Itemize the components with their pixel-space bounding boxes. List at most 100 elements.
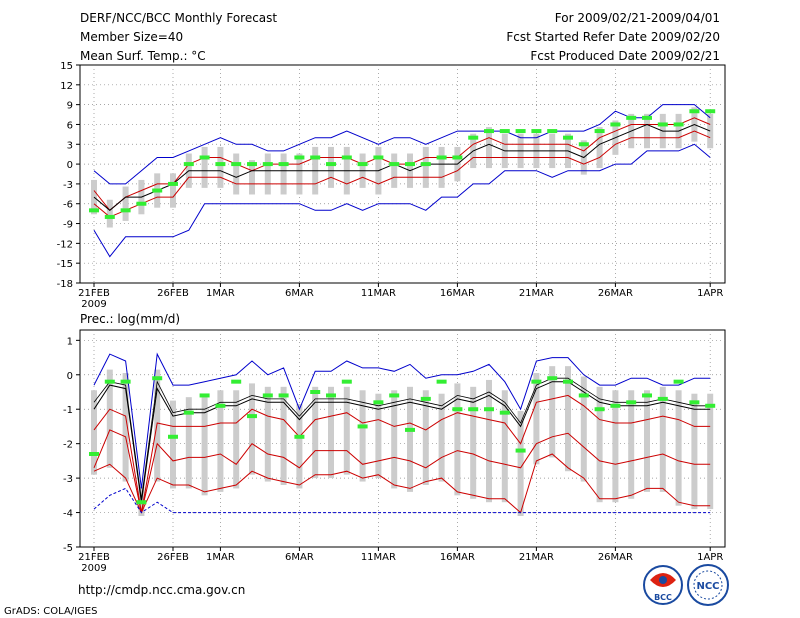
observed-marker — [515, 448, 526, 453]
observed-marker — [373, 155, 384, 160]
spread-box — [596, 386, 603, 503]
spread-box — [612, 390, 619, 503]
observed-marker — [215, 403, 226, 408]
observed-marker — [452, 407, 463, 412]
y-tick-label: 1 — [67, 336, 73, 347]
observed-marker — [436, 379, 447, 384]
spread-box — [122, 186, 129, 221]
observed-marker — [278, 393, 289, 398]
spread-box — [264, 153, 271, 195]
observed-marker — [499, 410, 510, 415]
observed-marker — [578, 142, 589, 147]
observed-marker — [183, 410, 194, 415]
y-tick-label: 0 — [67, 371, 73, 382]
observed-marker — [389, 393, 400, 398]
y-tick-label: -6 — [63, 200, 73, 211]
observed-marker — [420, 396, 431, 401]
observed-marker — [89, 208, 99, 213]
spread-box — [359, 390, 366, 482]
observed-marker — [563, 135, 573, 140]
y-tick-label: -1 — [63, 405, 73, 416]
observed-marker — [405, 162, 415, 167]
spread-box — [375, 393, 382, 479]
spread-box — [249, 383, 255, 475]
spread-box — [249, 160, 255, 195]
spread-box — [486, 127, 492, 169]
x-tick-label: 11MAR — [361, 552, 396, 563]
x-tick-label: 21FEB — [78, 552, 110, 563]
observed-marker — [310, 390, 321, 394]
series-line-spread_hi — [93, 394, 711, 513]
series-line-mean — [93, 123, 711, 211]
observed-marker — [689, 400, 700, 405]
spread-box — [217, 390, 224, 492]
bcc-logo-text: BCC — [654, 593, 672, 602]
spread-box — [470, 386, 477, 499]
x-tick-label: 11MAR — [361, 288, 396, 299]
spread-box — [628, 390, 635, 499]
spread-box — [201, 397, 208, 496]
y-tick-label: 6 — [67, 120, 73, 131]
grads-credit: GrADS: COLA/IGES — [4, 606, 98, 617]
plot-frame — [79, 64, 726, 284]
x-tick-label: 26MAR — [598, 552, 633, 563]
spread-box — [296, 404, 303, 489]
spread-box — [454, 383, 461, 496]
observed-marker — [610, 122, 621, 127]
y-tick-label: 0 — [67, 160, 73, 171]
x-tick-label: 26FEB — [157, 288, 189, 299]
observed-marker — [357, 424, 368, 429]
observed-marker — [499, 129, 510, 134]
spread-box — [659, 386, 666, 492]
observed-marker — [468, 407, 479, 412]
year-label: 2009 — [81, 563, 106, 574]
spread-box — [185, 397, 192, 489]
observed-marker — [199, 393, 210, 398]
series-line-upper — [93, 117, 711, 212]
y-tick-label: -12 — [57, 239, 73, 250]
observed-marker — [89, 452, 99, 456]
observed-marker — [183, 162, 194, 167]
y-tick-label: -9 — [63, 220, 73, 231]
spread-box — [91, 390, 97, 475]
x-tick-label: 26FEB — [157, 552, 189, 563]
y-tick-label: -15 — [57, 259, 73, 270]
spread-box — [280, 153, 287, 195]
y-tick-label: 12 — [60, 81, 73, 92]
member-size: Member Size=40 — [80, 30, 183, 44]
started-refer-date: Fcst Started Refer Date 2009/02/20 — [506, 30, 720, 44]
observed-marker — [215, 162, 226, 167]
observed-marker — [531, 129, 542, 134]
spread-box — [422, 390, 429, 485]
y-tick-label: 3 — [67, 140, 73, 151]
spread-box — [580, 376, 587, 482]
spread-box — [422, 146, 429, 188]
observed-marker — [610, 403, 621, 408]
produced-date: Fcst Produced Date 2009/02/21 — [530, 49, 720, 63]
spread-box — [343, 386, 350, 475]
observed-marker — [626, 400, 637, 405]
observed-marker — [120, 379, 131, 384]
observed-marker — [389, 162, 400, 167]
observed-marker — [247, 414, 257, 419]
observed-marker — [642, 393, 652, 398]
spread-box — [122, 373, 129, 482]
website-url[interactable]: http://cmdp.ncc.cma.gov.cn — [78, 583, 245, 597]
observed-marker — [326, 162, 336, 167]
series-line-upper — [93, 377, 711, 499]
spread-box — [280, 386, 287, 485]
observed-marker — [673, 122, 684, 127]
x-tick-label: 6MAR — [285, 552, 314, 563]
observed-marker — [247, 162, 257, 167]
spread-box — [707, 393, 714, 510]
y-tick-label: -18 — [57, 279, 73, 290]
observed-marker — [405, 427, 415, 432]
observed-marker — [278, 162, 289, 167]
observed-marker — [515, 129, 526, 134]
observed-marker — [231, 162, 242, 167]
year-label: 2009 — [81, 299, 106, 310]
observed-marker — [626, 115, 637, 120]
observed-marker — [468, 135, 479, 140]
observed-marker — [673, 379, 684, 384]
spread-box — [644, 113, 650, 149]
